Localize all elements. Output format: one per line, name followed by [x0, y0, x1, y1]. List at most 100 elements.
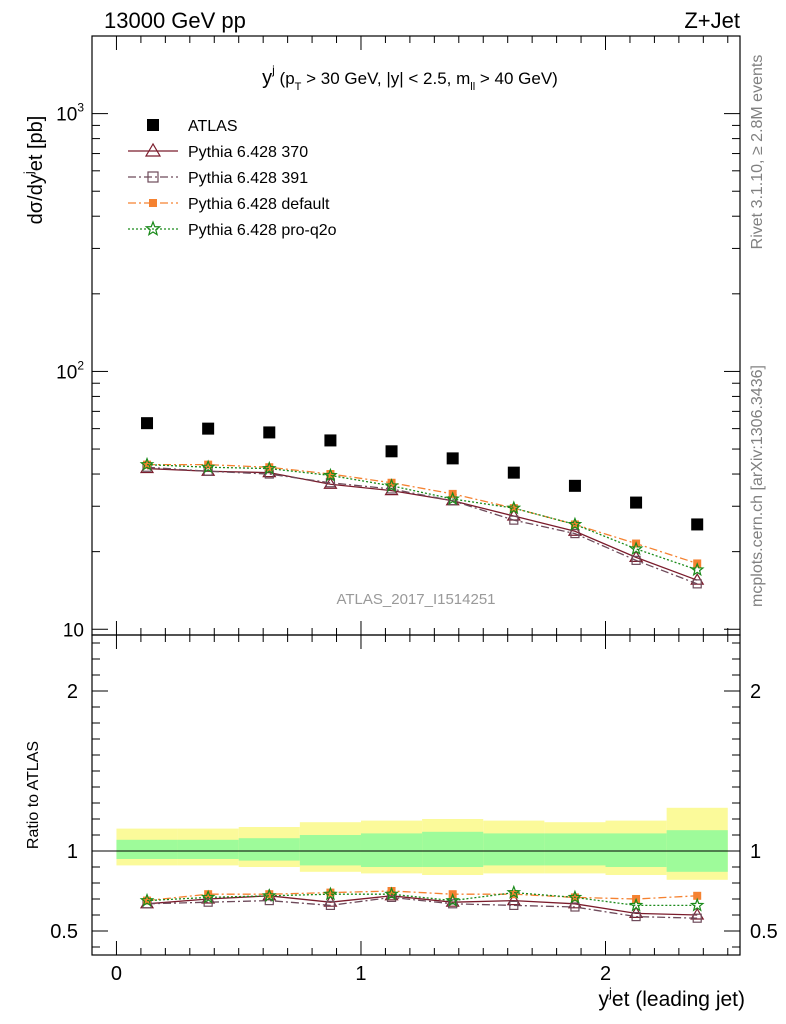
ratio-series-3 [139, 884, 705, 912]
ylabel-b: et [pb] [25, 116, 47, 172]
series-line [146, 467, 698, 581]
data-point [691, 518, 704, 531]
data-point [261, 460, 277, 475]
ratio-tick-label-right: 2 [750, 681, 761, 703]
ratio-point [506, 893, 521, 906]
ratio-point [628, 897, 644, 912]
ratio-inner-band-bin [544, 833, 606, 866]
legend-label: Pythia 6.428 pro-q2o [188, 222, 337, 239]
data-point [202, 422, 215, 435]
series-3 [143, 460, 702, 568]
legend-marker [147, 171, 159, 183]
legend-label: Pythia 6.428 391 [188, 170, 308, 187]
data-point [630, 496, 643, 509]
data-point [323, 467, 338, 482]
data-point [265, 463, 274, 472]
ratio-point [693, 891, 702, 900]
ratio-inner-band-bin [422, 831, 484, 867]
ratio-point [509, 900, 519, 911]
data-point [139, 456, 155, 471]
data-point [324, 434, 337, 447]
data-point [631, 555, 641, 565]
legend-label: Pythia 6.428 default [188, 196, 330, 213]
data-point [325, 478, 336, 488]
ratio-point [139, 892, 155, 907]
title-cut-close: > 40 GeV) [475, 69, 558, 88]
ratio-point [325, 900, 336, 911]
y-tick-label: 102 [56, 358, 84, 383]
ratio-inner-band-bin [238, 838, 300, 861]
header-energy-label: 13000 GeV pp [104, 8, 246, 33]
title-cut-mid: > 30 GeV, |y| < 2.5, m [301, 69, 470, 88]
ratio-point [570, 902, 580, 912]
axis-ticks: 0 1 2 10 102 103 0.5 0.5 1 1 2 2 [50, 35, 778, 985]
ratio-plot-frame [91, 634, 741, 956]
ratio-point [204, 890, 213, 899]
ratio-uncertainty-bands [92, 807, 740, 880]
ratio-point [509, 890, 518, 899]
series-2 [142, 462, 702, 589]
ratio-line [146, 890, 698, 902]
series-layer [139, 417, 705, 923]
ratio-series-2 [143, 887, 702, 905]
ratio-tick-label-left: 0.5 [50, 921, 78, 943]
ratio-y-axis-label: Ratio to ATLAS [25, 741, 42, 849]
series-line [146, 463, 698, 571]
ratio-point [384, 886, 399, 901]
main-y-axis-label: dσ/dyjet [pb] [21, 116, 47, 225]
y-tick-label: 103 [56, 101, 84, 126]
ratio-tick-label-left: 1 [67, 841, 78, 863]
y-tick-label: 10 [63, 620, 84, 641]
header-process-label: Z+Jet [684, 8, 740, 33]
legend-marker [149, 199, 157, 207]
series-0 [141, 417, 704, 531]
data-point [446, 452, 459, 465]
x-tick-label: 1 [355, 963, 366, 985]
ratio-point [445, 892, 461, 907]
legend-entry: Pythia 6.428 pro-q2o [128, 220, 337, 239]
ratio-inner-band-bin [483, 833, 545, 866]
series-line [147, 463, 698, 565]
data-point [509, 515, 519, 525]
data-point [384, 478, 399, 493]
data-point [385, 445, 398, 458]
mcplots-credit-label: mcplots.cern.ch [arXiv:1306.3436] [749, 365, 766, 607]
legend-entry: Pythia 6.428 370 [128, 142, 308, 161]
data-point [628, 541, 644, 556]
legend-label: ATLAS [188, 118, 238, 135]
ratio-inner-band-bin [116, 839, 178, 859]
legend-marker [147, 119, 159, 131]
ylabel-sup: j [21, 171, 36, 175]
title-sub-ll: ll [470, 81, 475, 93]
legend-entry: Pythia 6.428 391 [128, 170, 308, 187]
data-point [141, 417, 154, 430]
legend-marker [144, 142, 162, 157]
x-axis-label: yjet (leading jet) [599, 985, 745, 1011]
ratio-point [448, 899, 458, 909]
ratio-point [689, 897, 705, 912]
ratio-tick-label-right: 0.5 [750, 921, 778, 943]
ratio-tick-label-right: 1 [750, 841, 761, 863]
ratio-inner-band-bin [177, 839, 239, 859]
ratio-point [200, 889, 216, 904]
xlabel-main: y [599, 988, 610, 1011]
series-1 [139, 461, 705, 585]
data-point [568, 479, 581, 492]
ratio-point [692, 913, 702, 923]
ratio-point [323, 886, 338, 901]
analysis-watermark: ATLAS_2017_I1514251 [336, 591, 495, 608]
series-4 [139, 456, 705, 577]
ratio-point [387, 887, 396, 895]
ratio-inner-band-bin [299, 835, 361, 866]
x-tick-label: 2 [600, 963, 611, 985]
title-cut-open: (p [275, 69, 295, 88]
title-sub-t: T [295, 81, 302, 93]
legend-marker [144, 220, 162, 237]
data-point [326, 470, 335, 479]
data-point [567, 516, 583, 531]
data-point [506, 500, 522, 515]
legend-entry: Pythia 6.428 default [128, 196, 330, 213]
data-point [263, 426, 276, 439]
ratio-point [265, 890, 274, 899]
